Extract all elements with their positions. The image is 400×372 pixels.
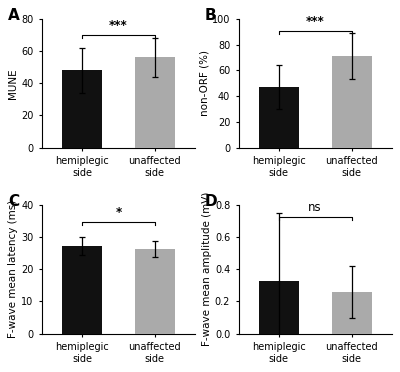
- Y-axis label: MUNE: MUNE: [8, 68, 18, 99]
- Text: A: A: [8, 9, 20, 23]
- Bar: [135, 57, 175, 148]
- Bar: [332, 292, 372, 334]
- Bar: [135, 249, 175, 334]
- Text: B: B: [205, 9, 216, 23]
- Y-axis label: non-ORF (%): non-ORF (%): [199, 50, 209, 116]
- Text: *: *: [115, 206, 122, 219]
- Bar: [62, 246, 102, 334]
- Text: ***: ***: [109, 19, 128, 32]
- Y-axis label: F-wave mean amplitude (mV): F-wave mean amplitude (mV): [202, 192, 212, 346]
- Bar: [62, 70, 102, 148]
- Text: ns: ns: [308, 201, 322, 214]
- Text: D: D: [205, 195, 218, 209]
- Bar: [259, 280, 299, 334]
- Text: ***: ***: [306, 15, 324, 28]
- Bar: [259, 87, 299, 148]
- Y-axis label: F-wave mean latency (ms): F-wave mean latency (ms): [8, 200, 18, 339]
- Bar: [332, 56, 372, 148]
- Text: C: C: [8, 195, 19, 209]
